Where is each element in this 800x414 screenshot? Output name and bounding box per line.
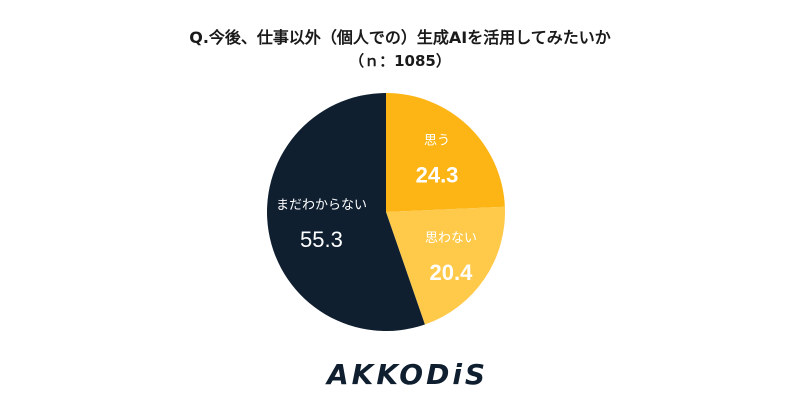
akkodis-logo: AKKODiS <box>325 358 485 391</box>
logo-text: AKKODiS <box>325 358 485 391</box>
chart-subtitle: （ｎ：1085） <box>349 52 451 70</box>
slice-value: 55.3 <box>300 227 343 252</box>
pie-slice <box>266 93 425 331</box>
slice-value: 20.4 <box>430 260 474 285</box>
slice-value: 24.3 <box>416 163 459 188</box>
slice-label: まだわからない <box>276 198 367 213</box>
chart-title: Q.今後、仕事以外（個人での）生成AIを活用してみたいか <box>189 28 611 47</box>
slice-label: 思う <box>424 134 450 149</box>
pie-slice <box>386 93 505 212</box>
slice-label: 思わない <box>425 231 477 246</box>
pie-slice <box>386 206 505 325</box>
